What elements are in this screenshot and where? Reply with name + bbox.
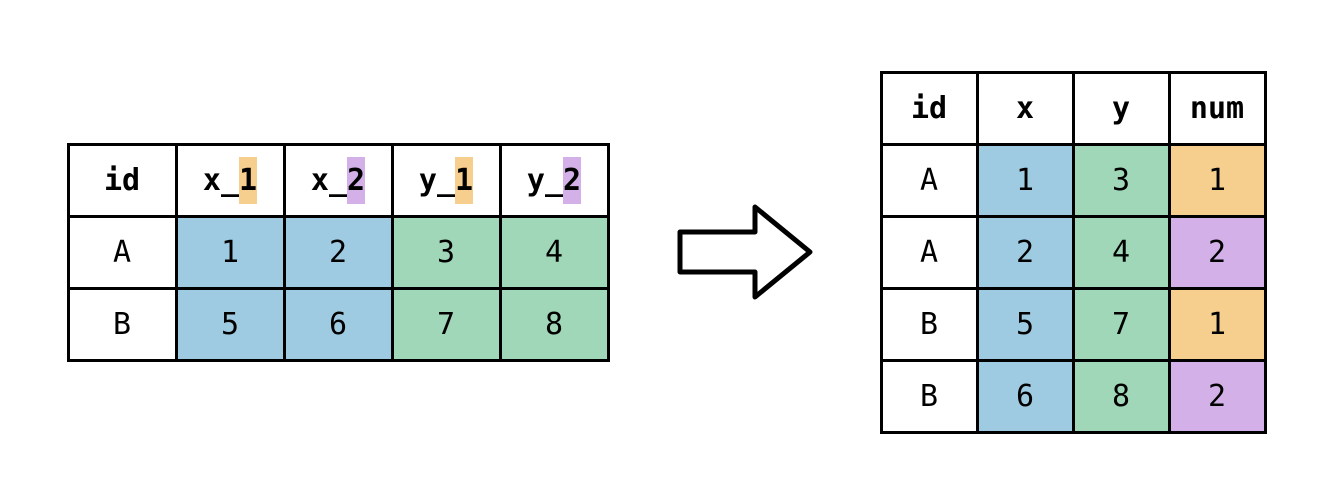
long-table-cell: 2 — [1169, 216, 1265, 288]
wide-table-cell: 5 — [176, 288, 284, 360]
long-table-cell: 8 — [1073, 360, 1169, 432]
wide-table-cell: 1 — [176, 216, 284, 288]
long-table-header: y — [1073, 72, 1169, 144]
wide-table-cell: 2 — [284, 216, 392, 288]
wide-table-header: x_2 — [284, 144, 392, 216]
long-table-cell: 1 — [1169, 144, 1265, 216]
wide-table-header: y_2 — [500, 144, 608, 216]
wide-table-cell: 7 — [392, 288, 500, 360]
long-table-cell: 7 — [1073, 288, 1169, 360]
long-table-header: num — [1169, 72, 1265, 144]
wide-table-cell: 8 — [500, 288, 608, 360]
wide-table-cell: 3 — [392, 216, 500, 288]
wide-table-id-cell: A — [68, 216, 176, 288]
long-table-cell: 2 — [977, 216, 1073, 288]
wide-table-header: y_1 — [392, 144, 500, 216]
long-table-cell: A — [881, 144, 977, 216]
wide-table-cell: 6 — [284, 288, 392, 360]
wide-table-id-cell: B — [68, 288, 176, 360]
long-table-cell: 3 — [1073, 144, 1169, 216]
transform-arrow — [670, 192, 820, 312]
arrow-icon — [670, 192, 820, 312]
long-table: idxynumA131A242B571B682 — [880, 71, 1267, 434]
long-table-cell: 1 — [1169, 288, 1265, 360]
long-table-header: x — [977, 72, 1073, 144]
long-table-cell: B — [881, 288, 977, 360]
wide-table: idx_1x_2y_1y_2 A1234 B5678 — [67, 143, 610, 362]
diagram-stage: idx_1x_2y_1y_2A1234B5678 idxynumA131A242… — [67, 71, 1267, 434]
long-table-cell: 2 — [1169, 360, 1265, 432]
long-table-cell: B — [881, 360, 977, 432]
wide-table-header: x_1 — [176, 144, 284, 216]
long-table-header: id — [881, 72, 977, 144]
long-table-cell: 4 — [1073, 216, 1169, 288]
long-table-cell: 6 — [977, 360, 1073, 432]
long-table-cell: 5 — [977, 288, 1073, 360]
long-table-cell: 1 — [977, 144, 1073, 216]
wide-table-cell: 4 — [500, 216, 608, 288]
long-table-cell: A — [881, 216, 977, 288]
wide-table-header: id — [68, 144, 176, 216]
